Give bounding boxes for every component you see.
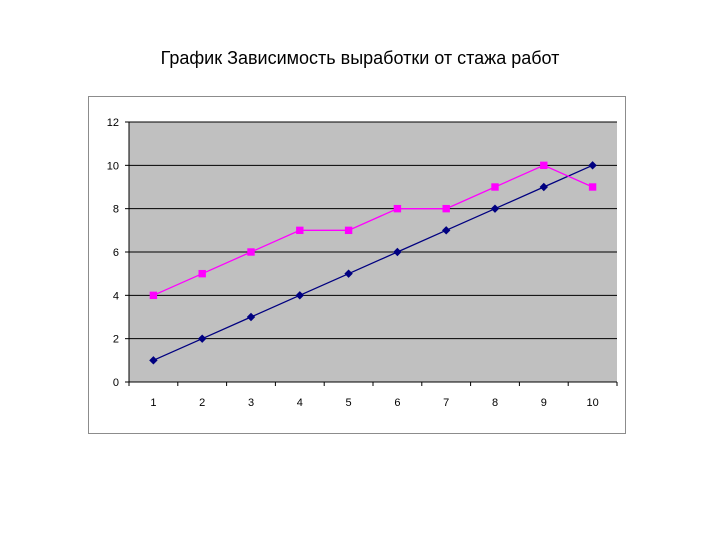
y-tick-label: 12 [107, 117, 119, 129]
series-1-point [344, 269, 353, 278]
series-1-point [246, 312, 256, 322]
series-1-point [197, 334, 207, 343]
y-tick-label: 2 [113, 334, 119, 346]
y-tick-label: 0 [113, 377, 119, 389]
series-1-point [441, 226, 451, 235]
series-2-point [344, 226, 353, 235]
x-tick-label: 2 [199, 397, 205, 409]
slide-title: График Зависимость выработки от стажа ра… [160, 48, 560, 68]
x-tick-label: 5 [346, 397, 352, 409]
series-2-line [153, 164, 593, 296]
series-1-point [295, 291, 305, 300]
series-2-point [393, 204, 402, 213]
x-tick-label: 6 [394, 397, 400, 409]
series-1-line [153, 164, 593, 361]
series-1-point [539, 182, 549, 192]
series-2-point [247, 248, 255, 256]
x-tick-label: 8 [492, 397, 498, 409]
x-tick-label: 7 [443, 397, 449, 409]
series-1-point [490, 204, 500, 213]
series-1-point [588, 161, 597, 170]
y-tick-label: 4 [113, 290, 119, 302]
series-2-point [442, 204, 450, 213]
series-2-point [588, 183, 597, 191]
series-1-point [149, 356, 158, 365]
x-tick-label: 9 [541, 397, 547, 409]
series-2-point [149, 291, 158, 300]
series-2-point [540, 161, 548, 170]
series-1-point [393, 247, 402, 257]
x-tick-label: 1 [150, 397, 156, 409]
y-tick-label: 10 [107, 160, 119, 172]
series-2-point [491, 183, 499, 191]
series-2-point [198, 269, 206, 278]
x-tick-label: 4 [297, 397, 303, 409]
x-tick-label: 3 [248, 397, 254, 409]
series-2-point [296, 226, 304, 235]
chart-frame: 0 2 4 6 8 10 12 1 2 3 4 5 6 7 8 9 10 [88, 96, 626, 434]
y-tick-label: 8 [113, 204, 119, 216]
x-tick-label: 10 [586, 397, 598, 409]
y-tick-label: 6 [113, 247, 119, 259]
